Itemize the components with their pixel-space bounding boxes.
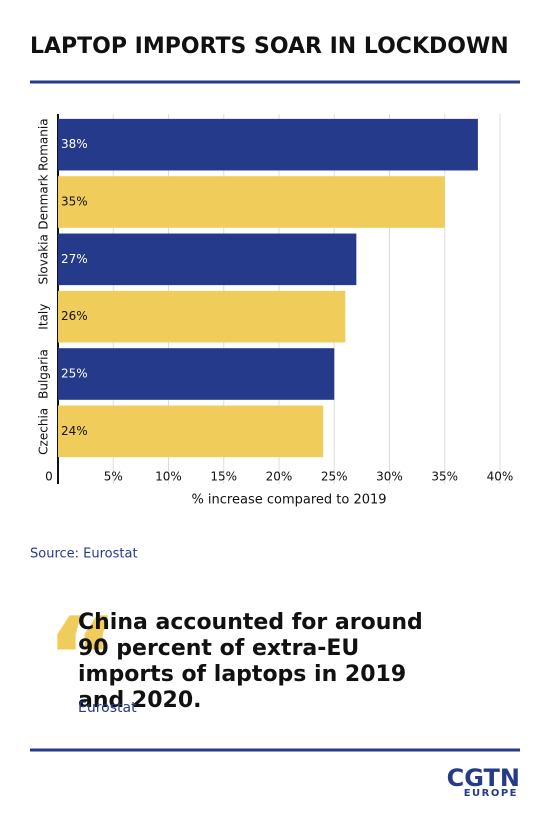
x-tick-label: 35% — [431, 470, 458, 484]
source: Source: Eurostat — [30, 547, 138, 562]
chart-title: LAPTOP IMPORTS SOAR IN LOCKDOWN — [30, 34, 509, 59]
bar — [58, 290, 346, 343]
bar — [58, 118, 478, 171]
x-tick-label: 20% — [266, 470, 293, 484]
bar — [58, 233, 357, 286]
data-label: 38% — [61, 137, 88, 151]
x-axis-label: % increase compared to 2019 — [191, 493, 386, 508]
x-tick-label: 40% — [487, 470, 514, 484]
data-label: 27% — [61, 252, 88, 266]
x-tick-label: 30% — [376, 470, 403, 484]
quote-mark: “ — [46, 593, 118, 721]
quote: China accounted for around 90 percent of… — [78, 610, 423, 713]
data-label: 26% — [61, 309, 88, 323]
x-tick-label: 5% — [104, 470, 123, 484]
logo: CGTN — [447, 764, 520, 792]
bar — [58, 176, 445, 228]
y-tick-label: Bulgaria — [37, 349, 51, 399]
data-label: 24% — [61, 424, 88, 438]
data-label: 25% — [61, 367, 88, 381]
quote-attribution: Eurostat — [78, 700, 137, 716]
y-tick-label: Denmark — [37, 174, 51, 229]
y-tick-label: Slovakia — [37, 234, 51, 284]
data-label: 35% — [61, 195, 88, 209]
bar — [58, 405, 324, 458]
logo-region: EUROPE — [464, 788, 518, 799]
x-tick-label: 15% — [210, 470, 237, 484]
y-tick-label: Italy — [37, 304, 51, 330]
bar — [58, 348, 335, 400]
x-tick-label: 0 — [45, 470, 53, 484]
y-tick-label: Romania — [37, 118, 51, 170]
x-tick-label: 10% — [155, 470, 182, 484]
y-tick-label: Czechia — [37, 408, 51, 455]
x-tick-label: 25% — [321, 470, 348, 484]
